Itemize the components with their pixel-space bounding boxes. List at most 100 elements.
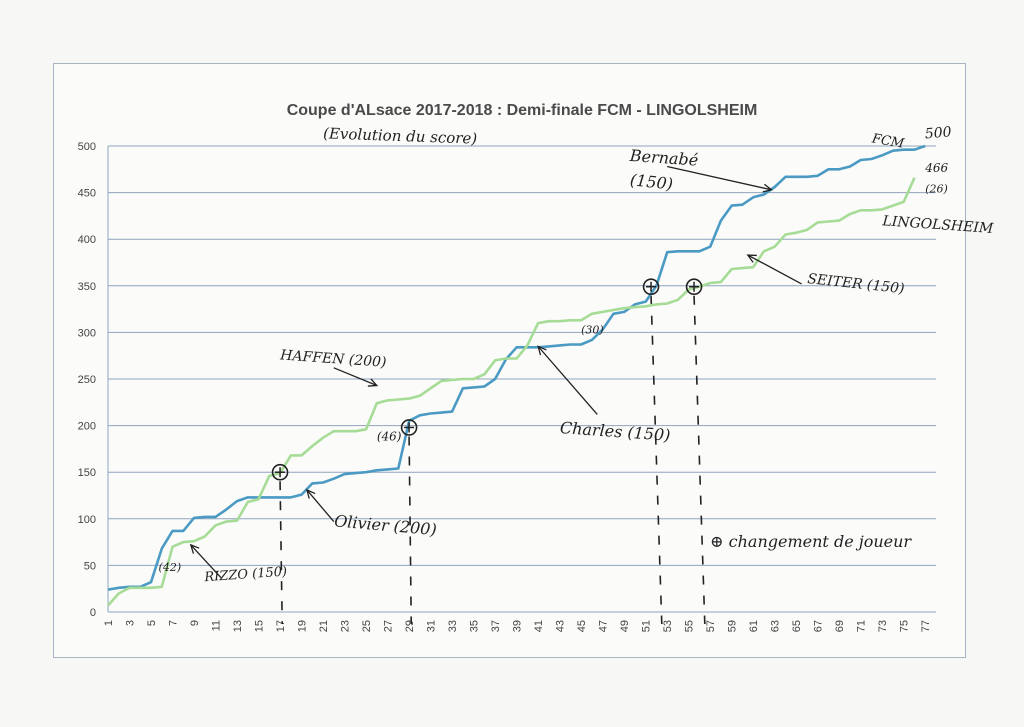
x-tick-label: 59 xyxy=(727,620,739,632)
x-tick-label: 7 xyxy=(168,620,180,626)
arrow-head xyxy=(189,543,200,554)
marker-circle xyxy=(685,278,703,296)
y-tick-label: 250 xyxy=(78,374,96,386)
x-tick-label: 51 xyxy=(641,620,653,632)
chart-title: Coupe d'ALsace 2017-2018 : Demi-finale F… xyxy=(287,102,758,119)
arrow-line xyxy=(747,254,802,285)
x-tick-label: 41 xyxy=(533,620,545,632)
x-tick-label: 17 xyxy=(275,620,287,632)
x-tick-label: 37 xyxy=(490,620,502,632)
x-tick-label: 69 xyxy=(834,620,846,632)
marker-circle xyxy=(400,419,418,436)
x-tick-label: 47 xyxy=(598,620,610,632)
marker-circle xyxy=(271,463,289,481)
annotation-label: Bernabé xyxy=(628,146,699,170)
arrow-line xyxy=(306,489,335,523)
x-tick-label: 75 xyxy=(899,620,911,632)
x-tick-label: 71 xyxy=(856,620,868,632)
player-change-marker xyxy=(271,463,289,481)
annotation-label: SEITER (150) xyxy=(807,271,906,297)
x-tick-label: 33 xyxy=(447,620,459,632)
x-tick-label: 55 xyxy=(684,620,696,632)
annotation-label: Olivier (200) xyxy=(333,511,437,539)
x-tick-label: 3 xyxy=(125,620,137,626)
x-tick-label: 77 xyxy=(920,620,932,632)
annotation-label: HAFFEN (200) xyxy=(279,347,387,370)
x-tick-label: 35 xyxy=(469,620,481,632)
dashed-line xyxy=(279,481,284,625)
grid-layer xyxy=(107,145,936,613)
annotation-label: (30) xyxy=(581,323,604,336)
x-tick-label: 61 xyxy=(748,620,760,632)
x-tick-label: 65 xyxy=(791,620,803,632)
dashed-line xyxy=(693,295,706,625)
annotations-layer: FCM 500 466 (26) LINGOLSHEIM Bernabé(150) SEIT… xyxy=(159,124,995,585)
annotation-label: 466 xyxy=(924,161,948,175)
x-tick-label: 25 xyxy=(361,620,373,632)
y-tick-label: 350 xyxy=(78,281,96,293)
arrow-line xyxy=(333,367,378,387)
x-tick-label: 13 xyxy=(232,620,244,632)
x-tick-label: 5 xyxy=(146,620,158,626)
annotation-label: 500 xyxy=(924,124,952,142)
arrow-head xyxy=(305,488,316,499)
x-tick-label: 57 xyxy=(705,620,717,632)
x-tick-label: 11 xyxy=(211,620,223,631)
x-tick-label: 73 xyxy=(877,620,889,632)
y-tick-label: 400 xyxy=(78,234,96,246)
x-tick-label: 23 xyxy=(340,620,352,632)
x-tick-label: 45 xyxy=(576,620,588,632)
x-axis-ticks: 1 3 5 7 9 11 13 15 17 19 21 23 25 27 29 31 33 35 37 39 41 43 4… xyxy=(103,620,932,632)
x-tick-label: 19 xyxy=(297,620,309,632)
annotation-arrows xyxy=(189,165,802,578)
annotation-label: FCM xyxy=(870,131,906,152)
x-tick-label: 1 xyxy=(103,620,115,626)
x-tick-label: 43 xyxy=(555,620,567,632)
x-tick-label: 67 xyxy=(813,620,825,632)
arrow-head xyxy=(762,183,773,193)
annotation-label: ⊕ changement de joueur xyxy=(710,532,912,551)
arrow-line xyxy=(667,165,772,191)
arrow-head xyxy=(367,378,379,387)
markers-layer xyxy=(271,278,703,481)
annotation-label: (46) xyxy=(377,430,402,444)
annotation-label: (150) xyxy=(629,170,674,193)
x-tick-label: 29 xyxy=(404,620,416,632)
y-tick-label: 200 xyxy=(78,421,96,433)
y-tick-label: 100 xyxy=(78,514,96,526)
x-tick-label: 53 xyxy=(662,620,674,632)
y-tick-label: 500 xyxy=(78,141,96,153)
annotation-label: (26) xyxy=(925,183,948,196)
y-tick-label: 50 xyxy=(84,560,96,572)
annotation-label: Charles (150) xyxy=(559,418,671,445)
arrow-line xyxy=(190,544,222,578)
dashed-lines xyxy=(279,295,706,625)
x-tick-label: 21 xyxy=(318,620,330,632)
chart-frame xyxy=(53,63,966,658)
y-tick-label: 150 xyxy=(78,467,96,479)
arrow-head xyxy=(746,254,757,263)
dashed-line xyxy=(650,295,663,625)
series-line-fcm xyxy=(107,144,926,591)
series-layer xyxy=(107,144,926,607)
x-tick-label: 15 xyxy=(254,620,266,632)
x-tick-label: 49 xyxy=(619,620,631,632)
player-change-marker xyxy=(642,278,660,296)
marker-circle xyxy=(642,278,660,296)
x-tick-label: 9 xyxy=(189,620,201,626)
y-tick-label: 450 xyxy=(78,188,96,200)
x-tick-label: 39 xyxy=(512,620,524,632)
y-axis-ticks: 0 50 100 150 200 250 300 350 400 450 500 xyxy=(78,141,96,619)
x-tick-label: 31 xyxy=(426,620,438,632)
y-tick-label: 300 xyxy=(78,327,96,339)
arrow-line xyxy=(537,345,598,415)
chart-subtitle: (Evolution du score) xyxy=(323,124,478,147)
x-tick-label: 27 xyxy=(383,620,395,632)
annotation-label: LINGOLSHEIM xyxy=(881,213,994,237)
annotation-label: RIZZO (150) xyxy=(203,564,288,585)
player-change-marker xyxy=(400,419,418,436)
y-tick-label: 0 xyxy=(90,607,96,619)
arrow-head xyxy=(537,345,547,356)
x-tick-label: 63 xyxy=(770,620,782,632)
